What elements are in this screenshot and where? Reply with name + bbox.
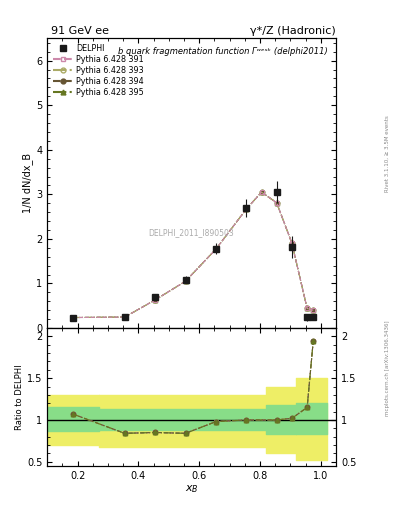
Text: Rivet 3.1.10, ≥ 3.5M events: Rivet 3.1.10, ≥ 3.5M events [385, 115, 389, 192]
Y-axis label: 1/N dN/dx_B: 1/N dN/dx_B [22, 153, 33, 214]
Text: mcplots.cern.ch [arXiv:1306.3436]: mcplots.cern.ch [arXiv:1306.3436] [385, 321, 389, 416]
Y-axis label: Ratio to DELPHI: Ratio to DELPHI [15, 364, 24, 430]
Text: DELPHI_2011_I890503: DELPHI_2011_I890503 [149, 228, 235, 237]
Legend: DELPHI, Pythia 6.428 391, Pythia 6.428 393, Pythia 6.428 394, Pythia 6.428 395: DELPHI, Pythia 6.428 391, Pythia 6.428 3… [51, 42, 145, 99]
X-axis label: $x_B$: $x_B$ [185, 483, 198, 495]
Text: 91 GeV ee: 91 GeV ee [51, 26, 109, 36]
Text: γ*/Z (Hadronic): γ*/Z (Hadronic) [250, 26, 336, 36]
Text: b quark fragmentation function Γʷᵉˢᵏ (delphi2011): b quark fragmentation function Γʷᵉˢᵏ (de… [118, 47, 327, 56]
